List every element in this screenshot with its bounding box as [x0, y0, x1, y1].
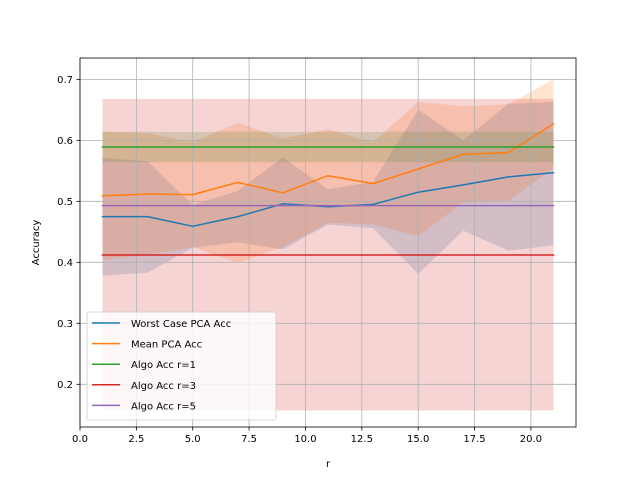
- y-tick-label-4: 0.6: [57, 136, 73, 147]
- series-line-2: [101, 122, 555, 197]
- legend-box: [86, 311, 277, 421]
- y-axis-ticks: 0.2 0.3 0.4 0.5 0.6 0.7: [57, 75, 80, 391]
- x-tick-label-8: 20.0: [520, 434, 542, 445]
- y-axis-label: Accuracy: [31, 220, 42, 266]
- y-tick-label-3: 0.5: [57, 197, 73, 208]
- plot-frame: [79, 57, 577, 428]
- y-tick-label-1: 0.3: [57, 319, 73, 330]
- legend-label-2: Mean PCA Acc: [131, 340, 202, 351]
- legend-label-1: Worst Case PCA Acc: [131, 319, 231, 330]
- y-tick-label-2: 0.4: [57, 258, 73, 269]
- x-axis-label: r: [326, 459, 331, 470]
- x-tick-label-2: 5.0: [185, 434, 201, 445]
- x-tick-label-4: 10.0: [294, 434, 316, 445]
- x-tick-label-5: 12.5: [351, 434, 373, 445]
- band-2: [102, 79, 554, 263]
- y-tick-label-0: 0.2: [57, 380, 73, 391]
- x-tick-label-0: 0.0: [72, 434, 88, 445]
- legend-label-3: Algo Acc r=1: [131, 360, 196, 371]
- series-lines: [101, 122, 555, 256]
- x-tick-label-7: 17.5: [463, 434, 485, 445]
- x-tick-label-1: 2.5: [128, 434, 144, 445]
- legend: Worst Case PCA Acc Mean PCA Acc Algo Acc r…: [86, 311, 277, 421]
- x-tick-label-3: 7.5: [241, 434, 257, 445]
- band-1: [102, 101, 554, 276]
- y-tick-label-5: 0.7: [57, 75, 73, 86]
- legend-label-5: Algo Acc r=5: [131, 401, 196, 412]
- legend-label-4: Algo Acc r=3: [131, 381, 196, 392]
- x-axis-ticks: 0.0 2.5 5.0 7.5 10.0 12.5 15.0 17.5 20.0: [72, 427, 542, 445]
- x-tick-label-6: 15.0: [407, 434, 429, 445]
- series-line-1: [101, 171, 555, 228]
